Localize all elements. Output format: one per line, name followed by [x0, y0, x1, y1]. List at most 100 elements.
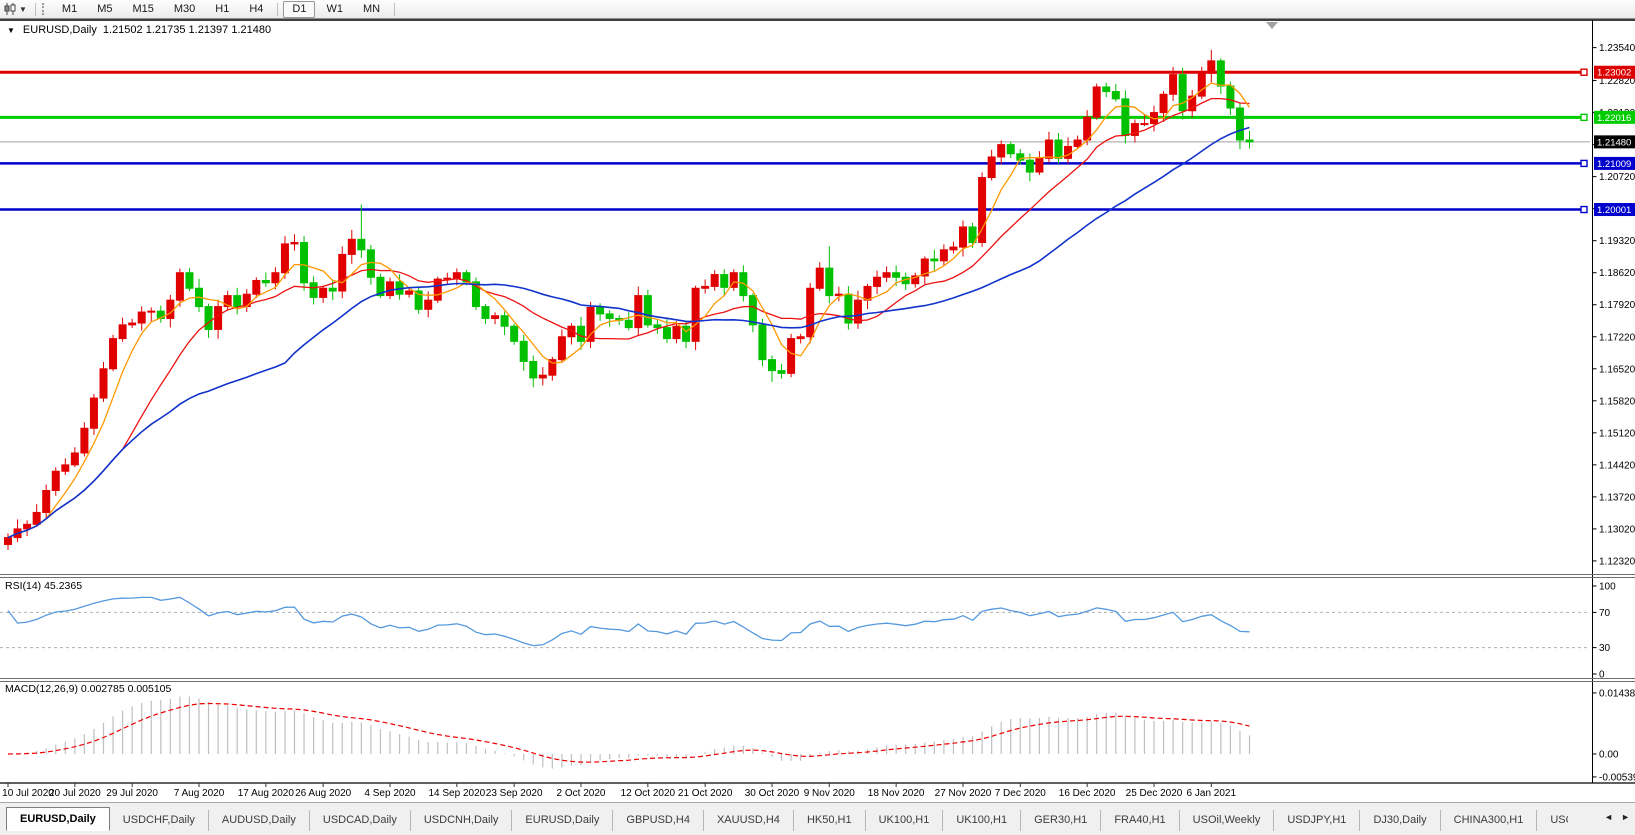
svg-text:21 Oct 2020: 21 Oct 2020 [678, 788, 733, 799]
chart-tab-6[interactable]: GBPUSD,H4 [613, 810, 704, 831]
timeframe-button-m5[interactable]: M5 [88, 1, 121, 18]
tabs-scroll-right-button[interactable]: ► [1621, 812, 1630, 822]
timeframe-button-m15[interactable]: M15 [123, 1, 162, 18]
candle [1103, 87, 1110, 92]
candle [281, 244, 288, 273]
svg-text:10 Jul 2020: 10 Jul 2020 [2, 788, 54, 799]
svg-text:1.19320: 1.19320 [1599, 236, 1635, 247]
candle [1084, 117, 1091, 140]
toolbar-grip[interactable] [42, 3, 47, 15]
candle [597, 307, 604, 313]
chart-tab-7[interactable]: XAUUSD,H4 [704, 810, 794, 831]
svg-text:25 Dec 2020: 25 Dec 2020 [1126, 788, 1183, 799]
svg-text:9 Nov 2020: 9 Nov 2020 [804, 788, 856, 799]
svg-text:1.17920: 1.17920 [1599, 300, 1635, 311]
candle [797, 337, 804, 339]
candle [1026, 160, 1033, 172]
svg-text:1.23002: 1.23002 [1597, 68, 1631, 79]
timeframe-button-m30[interactable]: M30 [165, 1, 204, 18]
candle [759, 325, 766, 360]
chart-tab-0[interactable]: EURUSD,Daily [6, 807, 110, 831]
chart-tab-1[interactable]: USDCHF,Daily [110, 810, 209, 831]
chart-tab-14[interactable]: USDJPY,H1 [1274, 810, 1360, 831]
timeframe-button-h1[interactable]: H1 [206, 1, 238, 18]
svg-text:16 Dec 2020: 16 Dec 2020 [1059, 788, 1116, 799]
chart-tab-3[interactable]: USDCAD,Daily [310, 810, 411, 831]
candle [778, 371, 785, 374]
chart-tab-8[interactable]: HK50,H1 [794, 810, 866, 831]
svg-text:23 Sep 2020: 23 Sep 2020 [486, 788, 543, 799]
line-endpoint-marker [1581, 114, 1587, 120]
collapse-triangle-icon[interactable]: ▼ [7, 26, 15, 35]
tabs-scroll-left-button[interactable]: ◄ [1604, 812, 1613, 822]
chart-tab-5[interactable]: EURUSD,Daily [512, 810, 613, 831]
candle [52, 471, 59, 490]
chart-tab-16[interactable]: CHINA300,H1 [1441, 810, 1538, 831]
line-endpoint-marker [1581, 160, 1587, 166]
candle [1122, 99, 1129, 136]
timeframe-button-m1[interactable]: M1 [53, 1, 86, 18]
candle [100, 369, 107, 398]
candle [81, 428, 88, 453]
candle [5, 538, 12, 545]
line-endpoint-marker [1581, 69, 1587, 75]
candle [931, 259, 938, 261]
candle [539, 375, 546, 378]
svg-text:20 Jul 2020: 20 Jul 2020 [49, 788, 101, 799]
candle [444, 278, 451, 279]
chart-tab-12[interactable]: FRA40,H1 [1101, 810, 1179, 831]
candle [625, 320, 632, 327]
chart-tab-17[interactable]: USOil,Weekly [1537, 810, 1568, 831]
svg-text:29 Jul 2020: 29 Jul 2020 [106, 788, 158, 799]
svg-text:18 Nov 2020: 18 Nov 2020 [868, 788, 925, 799]
chart-ohlc-values: 1.21502 1.21735 1.21397 1.21480 [103, 24, 271, 36]
candle [186, 273, 193, 289]
candle [692, 288, 699, 341]
svg-text:1.15820: 1.15820 [1599, 396, 1635, 407]
candle [301, 243, 308, 283]
candle [893, 273, 900, 278]
timeframe-button-h4[interactable]: H4 [240, 1, 272, 18]
chart-tab-15[interactable]: DJ30,Daily [1360, 810, 1440, 831]
candle [1112, 92, 1119, 99]
candle [387, 282, 394, 296]
candle [1170, 75, 1177, 95]
chart-type-button[interactable]: ▼ [0, 1, 31, 17]
candle [71, 453, 78, 465]
chart-tab-9[interactable]: UK100,H1 [866, 810, 944, 831]
candle [434, 279, 441, 300]
candle [291, 243, 298, 244]
candle [425, 300, 432, 309]
candle [234, 296, 241, 307]
candle [176, 273, 183, 300]
timeframe-button-mn[interactable]: MN [354, 1, 389, 18]
candle [663, 328, 670, 339]
chart-tab-2[interactable]: AUDUSD,Daily [209, 810, 310, 831]
svg-text:6 Jan 2021: 6 Jan 2021 [1187, 788, 1237, 799]
chart-background [0, 18, 1635, 834]
candle [320, 288, 327, 297]
chart-tab-11[interactable]: GER30,H1 [1021, 810, 1101, 831]
candle [262, 280, 269, 282]
timeframe-button-w1[interactable]: W1 [317, 1, 352, 18]
svg-text:14 Sep 2020: 14 Sep 2020 [428, 788, 485, 799]
chart-tab-13[interactable]: USOil,Weekly [1180, 810, 1275, 831]
candle [721, 275, 728, 288]
svg-text:7 Aug 2020: 7 Aug 2020 [174, 788, 225, 799]
svg-text:1.16520: 1.16520 [1599, 364, 1635, 375]
svg-text:4 Sep 2020: 4 Sep 2020 [364, 788, 416, 799]
candle [711, 275, 718, 287]
svg-text:27 Nov 2020: 27 Nov 2020 [935, 788, 992, 799]
svg-text:2 Oct 2020: 2 Oct 2020 [557, 788, 606, 799]
svg-text:100: 100 [1599, 582, 1616, 593]
toolbar-separator [35, 3, 36, 16]
chart-tab-10[interactable]: UK100,H1 [943, 810, 1021, 831]
svg-text:30: 30 [1599, 643, 1611, 654]
chart-tab-4[interactable]: USDCNH,Daily [411, 810, 513, 831]
timeframe-button-d1[interactable]: D1 [283, 1, 315, 18]
candle [558, 337, 565, 360]
rsi-indicator-label: RSI(14) 45.2365 [5, 580, 82, 592]
